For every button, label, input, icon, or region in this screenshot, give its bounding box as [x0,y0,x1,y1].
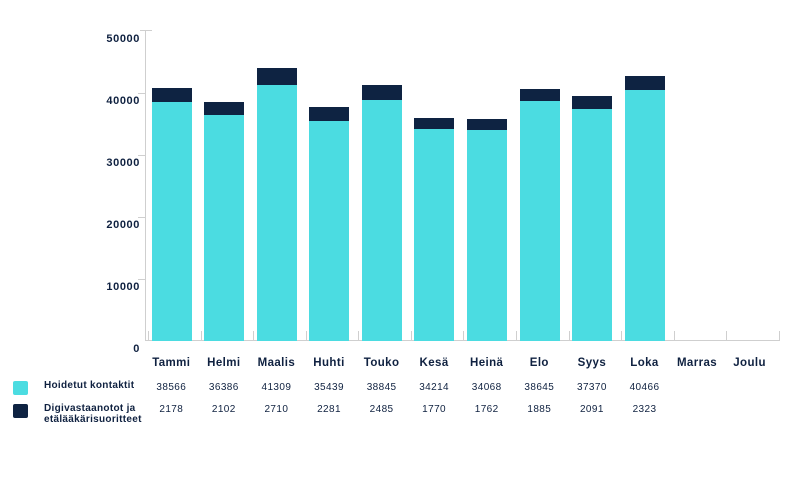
category-tick [411,331,412,341]
y-axis-tick [138,155,146,156]
value-digivastaanotot: 2281 [317,404,341,415]
category-tick [674,331,675,341]
bar-segment-digivastaanotot [625,76,665,90]
month-label: Syys [577,357,607,369]
bar-segment-digivastaanotot [467,119,507,130]
value-digivastaanotot: 2710 [264,404,289,415]
month-label: Heinä [470,357,504,369]
month-label: Marras [676,357,718,369]
category-tick [726,331,727,341]
value-digivastaanotot: 2091 [579,404,604,415]
bar-segment-hoidetut-kontaktit [257,85,297,341]
bar-segment-hoidetut-kontaktit [625,90,665,341]
value-digivastaanotot: 2102 [211,404,236,415]
bar-segment-digivastaanotot [152,88,192,102]
bar-segment-digivastaanotot [414,118,454,129]
category-tick [253,331,254,341]
value-digivastaanotot: 1885 [527,404,552,415]
value-hoidetut-kontaktit: 38845 [366,382,397,393]
y-axis-tick [140,30,152,31]
month-label: Huhti [313,357,345,369]
legend-label-digivastaanotot: Digivastaanotot ja etälääkärisuoritteet [44,403,142,425]
bar-segment-hoidetut-kontaktit [467,130,507,341]
month-label: Loka [630,357,659,369]
month-label: Maalis [257,357,296,369]
value-digivastaanotot: 2485 [369,404,394,415]
category-tick [201,331,202,341]
y-axis-tick [138,93,146,94]
value-hoidetut-kontaktit: 34068 [471,382,502,393]
value-digivastaanotot: 2178 [159,404,184,415]
category-tick [148,331,149,341]
legend-swatch-hoidetut-kontaktit [13,381,28,395]
category-tick [516,331,517,341]
y-axis-tick [138,217,146,218]
category-tick [779,331,780,341]
month-label: Touko [363,357,400,369]
bar-segment-hoidetut-kontaktit [414,129,454,341]
bar-segment-digivastaanotot [572,96,612,109]
bar-segment-hoidetut-kontaktit [152,102,192,341]
value-hoidetut-kontaktit: 41309 [261,382,292,393]
legend-label-hoidetut-kontaktit: Hoidetut kontaktit [44,380,135,391]
bar-segment-hoidetut-kontaktit [362,100,402,341]
y-axis [145,30,146,341]
category-tick [306,331,307,341]
legend: Hoidetut kontaktit Digivastaanotot ja et… [13,380,166,433]
bar-segment-digivastaanotot [309,107,349,121]
category-tick [358,331,359,341]
month-label: Helmi [207,357,241,369]
category-tick [621,331,622,341]
month-label: Joulu [733,357,766,369]
bar-segment-hoidetut-kontaktit [572,109,612,341]
value-hoidetut-kontaktit: 38645 [524,382,555,393]
legend-item-digivastaanotot: Digivastaanotot ja etälääkärisuoritteet [13,403,166,425]
month-label: Kesä [419,357,449,369]
month-label: Elo [529,357,549,369]
value-hoidetut-kontaktit: 36386 [208,382,239,393]
bar-segment-digivastaanotot [362,85,402,100]
x-axis [145,340,780,341]
category-tick [569,331,570,341]
legend-swatch-digivastaanotot [13,404,28,418]
bar-segment-digivastaanotot [257,68,297,85]
y-axis-label: 10000 [106,281,140,293]
y-axis-label: 20000 [106,219,140,231]
bar-segment-digivastaanotot [520,89,560,101]
value-hoidetut-kontaktit: 40466 [629,382,660,393]
bar-segment-hoidetut-kontaktit [204,115,244,341]
value-digivastaanotot: 1770 [422,404,447,415]
bar-segment-hoidetut-kontaktit [520,101,560,341]
value-digivastaanotot: 2323 [632,404,657,415]
bar-segment-hoidetut-kontaktit [309,121,349,341]
value-digivastaanotot: 1762 [474,404,499,415]
value-hoidetut-kontaktit: 37370 [576,382,607,393]
y-axis-label: 0 [133,343,140,355]
y-axis-label: 30000 [106,157,140,169]
category-tick [463,331,464,341]
legend-item-hoidetut-kontaktit: Hoidetut kontaktit [13,380,166,395]
y-axis-tick [138,279,146,280]
bar-segment-digivastaanotot [204,102,244,115]
y-axis-label: 50000 [106,33,140,45]
value-hoidetut-kontaktit: 38566 [156,382,187,393]
y-axis-label: 40000 [106,95,140,107]
value-hoidetut-kontaktit: 35439 [314,382,344,393]
value-hoidetut-kontaktit: 34214 [419,382,449,393]
month-label: Tammi [152,357,191,369]
